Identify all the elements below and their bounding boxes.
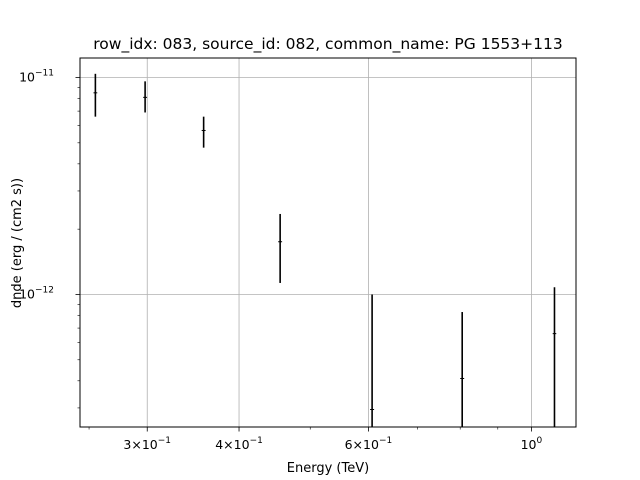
minor-ticks bbox=[77, 87, 499, 430]
y-axis-label: dnde (erg / (cm2 s)) bbox=[10, 178, 25, 308]
data-point bbox=[278, 213, 283, 283]
chart-title: row_idx: 083, source_id: 082, common_nam… bbox=[93, 35, 562, 54]
data-points bbox=[93, 73, 557, 427]
y-ticks: 10−11 10−12 bbox=[19, 69, 80, 301]
x-tick-label: 100 bbox=[521, 436, 543, 452]
x-tick-label: 4×10−1 bbox=[215, 436, 263, 452]
x-tick-label: 3×10−1 bbox=[123, 436, 171, 452]
x-ticks: 3×10−1 4×10−1 6×10−1 100 bbox=[123, 427, 542, 452]
data-point bbox=[370, 294, 375, 427]
data-point bbox=[460, 312, 465, 427]
data-point bbox=[552, 287, 557, 427]
y-tick-label: 10−11 bbox=[19, 69, 54, 85]
y-tick-label: 10−12 bbox=[19, 285, 54, 301]
plot-frame bbox=[79, 57, 577, 428]
x-axis-label: Energy (TeV) bbox=[287, 461, 369, 476]
x-tick-label: 6×10−1 bbox=[345, 436, 393, 452]
data-point bbox=[201, 116, 206, 148]
data-point bbox=[93, 73, 98, 117]
grid bbox=[80, 58, 576, 427]
data-point bbox=[143, 81, 148, 113]
